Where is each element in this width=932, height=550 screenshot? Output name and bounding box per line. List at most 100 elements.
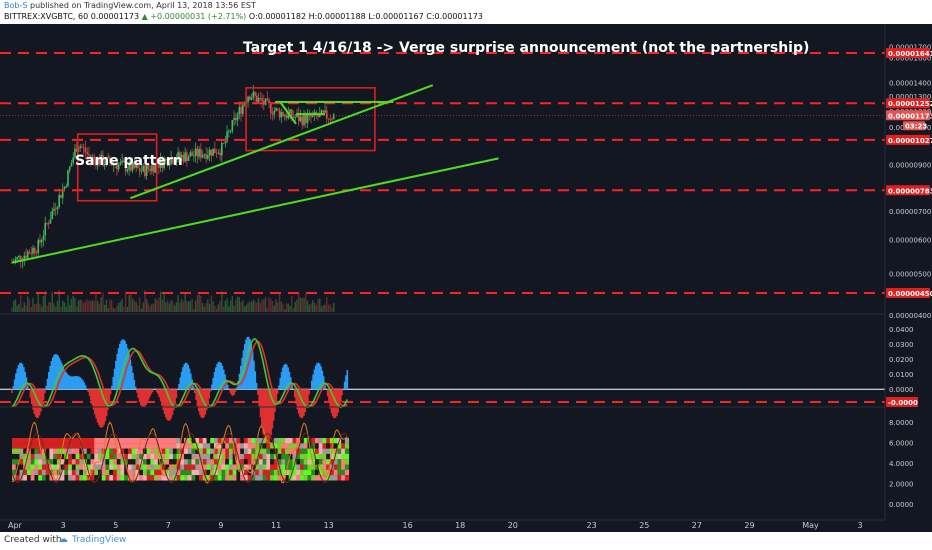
heat-cell [273, 464, 278, 470]
heat-cell [247, 475, 252, 481]
heat-cell [116, 469, 121, 476]
heat-cell [255, 475, 260, 481]
heat-cell [71, 438, 76, 444]
osc-histogram-bar [116, 353, 118, 390]
tradingview-brand[interactable]: TradingView [72, 535, 127, 545]
volume-bar [165, 302, 167, 312]
heat-cell [23, 448, 28, 454]
heat-cell [101, 464, 106, 470]
osc-histogram-bar [246, 336, 249, 390]
volume-bar [207, 299, 209, 312]
heat-cell [187, 448, 192, 454]
candle-body [203, 154, 206, 155]
osc-histogram-bar [328, 389, 330, 403]
osc-histogram-bar [267, 389, 270, 444]
heat-cell [176, 443, 181, 449]
author-name[interactable]: Bob-S [4, 1, 28, 10]
candle-body [37, 240, 40, 254]
osc-histogram-bar [51, 357, 54, 390]
osc-histogram-bar [104, 389, 107, 422]
candle-body [233, 117, 235, 121]
heat-cell [288, 469, 293, 476]
volume-bar [32, 297, 34, 312]
price-tick-label: 0.00000900 [889, 161, 931, 169]
osc-histogram-bar [108, 389, 111, 403]
chart-canvas[interactable]: 0.00001700 0.00001600 0.00001400 0.00001300… [0, 24, 932, 532]
heat-cell [288, 438, 293, 444]
candle-body [269, 103, 272, 114]
heat-cell [124, 459, 129, 465]
heat-cell [60, 438, 65, 444]
heat-cell [206, 438, 211, 444]
heat-cell [221, 459, 226, 465]
heat-cell [124, 438, 129, 444]
candle-body [23, 255, 26, 261]
heat-cell [146, 453, 151, 460]
heat-cell [180, 438, 185, 444]
candle-body [200, 149, 202, 158]
heat-cell [333, 464, 338, 470]
heat-cell [266, 459, 271, 465]
heat-cell [258, 448, 264, 454]
candle-body [210, 149, 213, 156]
heat-cell [255, 464, 260, 470]
heat-cell [86, 464, 91, 470]
volume-bar [30, 307, 32, 312]
heat-cell [292, 448, 297, 454]
heat-cell [142, 469, 148, 476]
candle-body [193, 155, 195, 157]
heat-cell [300, 469, 305, 476]
heat-cell [142, 443, 148, 449]
heat-cell [270, 464, 275, 470]
volume-bar [51, 292, 53, 312]
candle-body [49, 218, 52, 224]
heat-cell [34, 438, 39, 444]
osc-histogram-bar [12, 386, 15, 390]
candle-body [149, 168, 151, 171]
heat-cell [68, 475, 73, 481]
heat-cell [112, 443, 118, 449]
date-tick-label: 27 [692, 521, 702, 530]
heat-cell [180, 459, 185, 465]
heat-cell [94, 453, 99, 460]
candle-body [303, 113, 305, 126]
candle-body [273, 110, 276, 115]
candle-body [58, 194, 61, 207]
heat-cell [45, 443, 50, 449]
candle-body [297, 113, 300, 122]
osc-histogram-bar [321, 370, 324, 390]
date-tick-label: 18 [455, 521, 465, 530]
heat-cell [150, 464, 155, 470]
heat-cell [191, 459, 196, 465]
volume-bar [222, 306, 225, 312]
heat-cell [243, 459, 249, 465]
heat-cell [292, 443, 297, 449]
volume-bar [63, 302, 66, 312]
volume-bar [287, 303, 289, 312]
osc-histogram-bar [169, 389, 171, 421]
volume-bar [163, 292, 165, 312]
heat-cell [307, 469, 312, 476]
heat-cell [139, 453, 144, 460]
volume-bar [56, 300, 59, 312]
heat-cell [23, 475, 28, 481]
candle-body [280, 112, 283, 118]
heat-cell [311, 438, 316, 444]
date-tick-label: 7 [166, 521, 171, 530]
heat-cell [112, 459, 118, 465]
heat-cell [243, 448, 249, 454]
heat-cell [101, 438, 106, 444]
osc-histogram-bar [100, 389, 103, 428]
heat-cell [300, 443, 305, 449]
heat-cell [314, 469, 320, 476]
osc-histogram-bar [263, 389, 266, 441]
volume-bar [303, 297, 305, 312]
heat-cell [292, 469, 297, 476]
volume-bar [77, 300, 80, 312]
osc-histogram-bar [312, 374, 314, 390]
candle-body [306, 114, 309, 124]
heat-cell [266, 448, 271, 454]
heat-cell [165, 438, 170, 444]
osc-histogram-bar [157, 389, 159, 395]
heat-cell [154, 464, 159, 470]
